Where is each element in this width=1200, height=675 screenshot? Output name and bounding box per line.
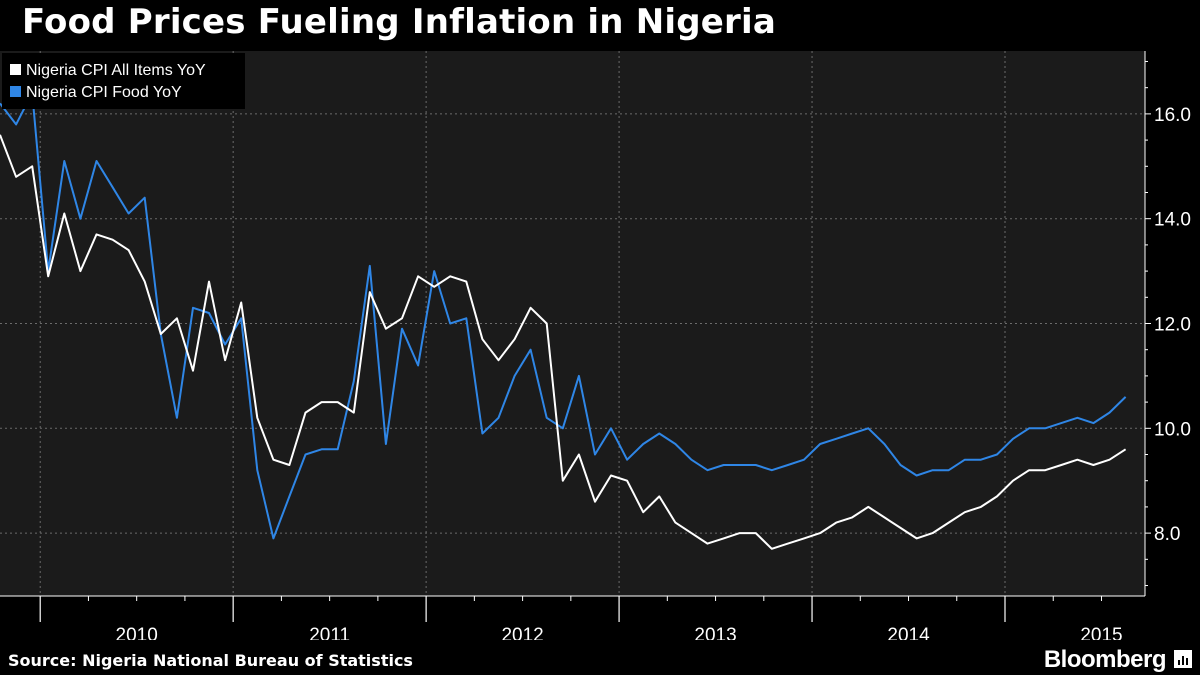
vertical-gridlines [39,51,1006,596]
page-title: Food Prices Fueling Inflation in Nigeria [22,2,776,42]
legend-label-all-items: Nigeria CPI All Items YoY [26,62,206,79]
y-tick-label: 10.0 [1154,419,1191,440]
x-tick-label: 2013 [694,625,736,640]
y-tick-label: 14.0 [1154,210,1191,231]
series-line-all-items [0,134,1127,550]
legend-background [2,53,245,109]
x-tick-label: 2014 [887,625,930,640]
bloomberg-logo: Bloomberg [1043,646,1167,673]
series-line-food [0,91,1127,540]
x-axis: 2010 2011 2012 2013 2014 2015 [0,595,1145,640]
legend: Nigeria CPI All Items YoY Nigeria CPI Fo… [2,53,245,109]
legend-swatch-food [10,86,21,97]
line-chart: 8.0 10.0 12.0 14.0 16.0 2010 2011 2012 2013 2014… [0,51,1191,640]
series-layer [0,91,1127,550]
y-axis-ticks: 8.0 10.0 12.0 14.0 16.0 [1145,60,1191,587]
bloomberg-terminal-icon [1174,650,1192,668]
source-note: Source: Nigeria National Bureau of Stati… [8,651,413,670]
x-tick-label: 2015 [1080,625,1122,640]
x-tick-label: 2010 [116,625,158,640]
y-tick-label: 12.0 [1154,315,1191,336]
y-tick-label: 8.0 [1154,524,1180,545]
legend-swatch-all-items [10,64,21,75]
y-tick-label: 16.0 [1154,105,1191,126]
legend-label-food: Nigeria CPI Food YoY [26,84,182,101]
x-tick-label: 2011 [309,625,350,640]
x-tick-label: 2012 [501,625,543,640]
